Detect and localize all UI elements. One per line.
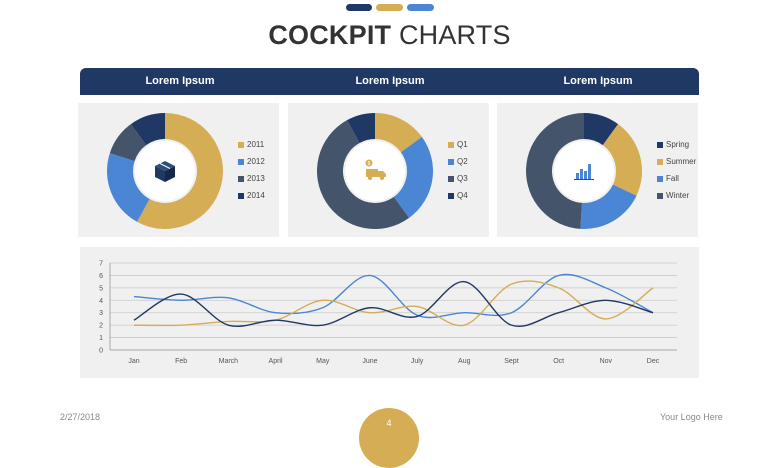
donut-slice-fall [580, 184, 637, 229]
package-icon [155, 161, 175, 182]
series-line-1 [133, 273, 654, 319]
page-number-badge: 4 [359, 408, 419, 468]
legend-label: Q4 [457, 191, 468, 200]
x-tick-label: Sept [504, 358, 518, 365]
series-line-2 [133, 280, 654, 327]
donut-slice-q1 [375, 113, 422, 153]
y-tick-label: 5 [99, 285, 103, 292]
legend-label: Summer [666, 157, 697, 166]
section-header-label-3: Lorem Ipsum [563, 75, 633, 87]
legend-swatch [238, 193, 244, 199]
series-line-3 [133, 280, 654, 327]
donut-chart-1 [107, 113, 223, 229]
legend-swatch [657, 193, 663, 199]
legend-label: Q3 [457, 174, 468, 183]
svg-text:$: $ [368, 161, 371, 167]
y-tick-label: 4 [99, 298, 103, 305]
legend-swatch [238, 142, 244, 148]
x-tick-label: March [219, 358, 239, 365]
legend-label: Q1 [457, 140, 468, 149]
page-number: 4 [386, 418, 392, 428]
donut-slice-2013 [109, 124, 147, 162]
donut-slice-2011 [137, 113, 223, 229]
donut-slice-winter [525, 113, 584, 229]
x-tick-label: Feb [175, 358, 187, 365]
legend-label: 2011 [247, 140, 265, 149]
legend-swatch [238, 176, 244, 182]
legend-swatch [657, 176, 663, 182]
donut-slice-2012 [107, 153, 150, 222]
legend-swatch [448, 176, 454, 182]
line-chart-panel: 0 1 2 3 4 5 6 7 Jan Feb March April May June July Aug Se… [80, 247, 699, 378]
legend-swatch [238, 159, 244, 165]
x-tick-label: April [269, 358, 283, 365]
legend-label: 2013 [247, 174, 265, 183]
donut-slice-spring [584, 113, 619, 146]
y-tick-label: 6 [99, 273, 103, 280]
section-header-label-2: Lorem Ipsum [355, 75, 425, 87]
donut-panel-3: Spring Summer Fall Winter [497, 103, 698, 237]
section-header-label-1: Lorem Ipsum [145, 75, 215, 87]
donut-chart-2: $ [317, 113, 433, 229]
y-tick-label: 0 [99, 348, 103, 355]
y-tick-label: 7 [99, 261, 103, 268]
legend-swatch [448, 142, 454, 148]
accent-bars [340, 4, 440, 12]
footer-date: 2/27/2018 [60, 412, 101, 422]
donut-panel-1: 2011 2012 2013 2014 [78, 103, 279, 237]
line-chart: 0 1 2 3 4 5 6 7 Jan Feb March April May June July Aug Se… [99, 261, 677, 365]
donut-slice-summer [602, 124, 642, 196]
legend-swatch [448, 159, 454, 165]
x-tick-label: Jan [128, 358, 139, 365]
accent-bar-gold [376, 4, 403, 11]
accent-bar-navy [346, 4, 372, 11]
donut-chart-3 [525, 113, 642, 229]
donut-slice-q3 [317, 120, 410, 229]
legend-swatch [448, 193, 454, 199]
section-header-bar: Lorem Ipsum Lorem Ipsum Lorem Ipsum [80, 68, 699, 95]
donut-slice-q4 [347, 113, 375, 143]
x-tick-label: May [316, 358, 330, 365]
footer-logo-text: Your Logo Here [660, 412, 723, 422]
bar-chart-icon [574, 164, 594, 180]
y-tick-label: 3 [99, 310, 103, 317]
x-tick-label: Oct [553, 358, 564, 365]
legend-label: Winter [666, 191, 690, 200]
legend-swatch [657, 142, 663, 148]
legend-label: Fall [666, 174, 679, 183]
donut-panel-2: $ Q1 Q2 Q3 Q4 [288, 103, 489, 237]
delivery-truck-icon: $ [365, 159, 386, 180]
x-tick-label: July [411, 358, 424, 365]
x-tick-label: June [362, 358, 377, 365]
legend-label: 2012 [247, 157, 265, 166]
x-tick-label: Dec [647, 358, 660, 365]
y-tick-label: 2 [99, 323, 103, 330]
donut-slice-2014 [130, 113, 165, 146]
title-light: CHARTS [398, 20, 511, 50]
legend-label: Q2 [457, 157, 468, 166]
x-tick-label: Nov [600, 358, 613, 365]
y-tick-label: 1 [99, 335, 103, 342]
donut-slice-q2 [393, 136, 433, 218]
legend-swatch [657, 159, 663, 165]
page-title: COCKPIT CHARTS [0, 20, 779, 51]
accent-bar-blue [407, 4, 434, 11]
legend-label: Spring [666, 140, 690, 149]
x-tick-label: Aug [458, 358, 471, 365]
legend-label: 2014 [247, 191, 265, 200]
title-bold: COCKPIT [268, 20, 392, 50]
